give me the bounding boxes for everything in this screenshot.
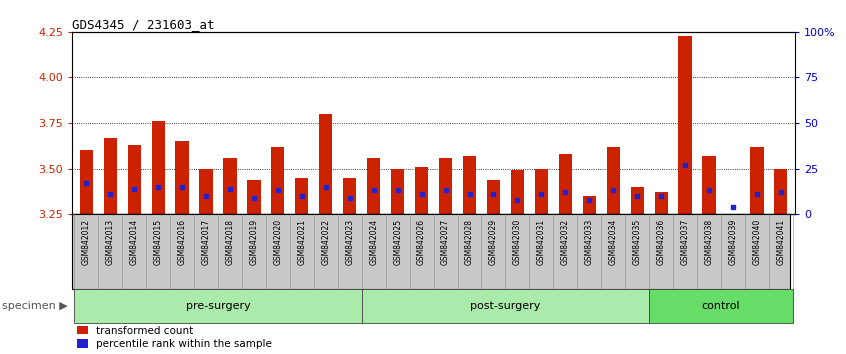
Bar: [649, 289, 793, 323]
Bar: [486, 179, 500, 214]
Text: GSM842027: GSM842027: [441, 219, 450, 265]
Bar: [702, 156, 716, 214]
Bar: [362, 289, 649, 323]
Bar: [295, 178, 309, 214]
Text: GSM842025: GSM842025: [393, 219, 402, 265]
Text: GSM842038: GSM842038: [705, 219, 713, 265]
Text: GSM842016: GSM842016: [178, 219, 187, 265]
Text: GSM842014: GSM842014: [129, 219, 139, 265]
Text: GSM842018: GSM842018: [226, 219, 234, 265]
Text: GSM842030: GSM842030: [513, 219, 522, 265]
Bar: [750, 147, 763, 214]
Bar: [272, 147, 284, 214]
Bar: [104, 138, 117, 214]
Bar: [80, 150, 93, 214]
Text: GSM842023: GSM842023: [345, 219, 354, 265]
Bar: [630, 187, 644, 214]
Bar: [343, 178, 356, 214]
Text: GSM842022: GSM842022: [321, 219, 330, 265]
Bar: [319, 114, 332, 214]
Text: GSM842026: GSM842026: [417, 219, 426, 265]
Bar: [774, 169, 788, 214]
Text: GSM842012: GSM842012: [82, 219, 91, 265]
Text: GSM842028: GSM842028: [465, 219, 474, 265]
Text: post-surgery: post-surgery: [470, 301, 541, 311]
Text: GSM842013: GSM842013: [106, 219, 115, 265]
Bar: [367, 158, 381, 214]
Text: GSM842041: GSM842041: [777, 219, 785, 265]
Text: GSM842017: GSM842017: [201, 219, 211, 265]
Bar: [535, 169, 548, 214]
Text: GSM842015: GSM842015: [154, 219, 162, 265]
Bar: [655, 192, 667, 214]
Bar: [678, 35, 692, 214]
Bar: [391, 169, 404, 214]
Bar: [511, 170, 524, 214]
Text: GSM842032: GSM842032: [561, 219, 570, 265]
Bar: [200, 169, 212, 214]
Text: GSM842039: GSM842039: [728, 219, 738, 265]
Text: GSM842037: GSM842037: [680, 219, 689, 265]
Bar: [463, 156, 476, 214]
Bar: [607, 147, 620, 214]
Text: GSM842040: GSM842040: [752, 219, 761, 265]
Bar: [175, 141, 189, 214]
Bar: [151, 121, 165, 214]
Text: GSM842024: GSM842024: [369, 219, 378, 265]
Bar: [439, 158, 452, 214]
Bar: [223, 158, 237, 214]
Bar: [415, 167, 428, 214]
Bar: [727, 214, 739, 218]
Text: GSM842034: GSM842034: [609, 219, 618, 265]
Bar: [247, 179, 261, 214]
Text: GSM842033: GSM842033: [585, 219, 594, 265]
Text: GSM842019: GSM842019: [250, 219, 258, 265]
Text: GSM842035: GSM842035: [633, 219, 641, 265]
Bar: [128, 145, 140, 214]
Text: specimen ▶: specimen ▶: [2, 301, 68, 311]
Text: GSM842021: GSM842021: [297, 219, 306, 265]
Text: GSM842020: GSM842020: [273, 219, 283, 265]
Text: GSM842029: GSM842029: [489, 219, 498, 265]
Text: GSM842036: GSM842036: [656, 219, 666, 265]
Text: control: control: [701, 301, 740, 311]
Bar: [558, 154, 572, 214]
Text: GSM842031: GSM842031: [537, 219, 546, 265]
Text: pre-surgery: pre-surgery: [185, 301, 250, 311]
Legend: transformed count, percentile rank within the sample: transformed count, percentile rank withi…: [77, 326, 272, 349]
Bar: [74, 289, 362, 323]
Text: GDS4345 / 231603_at: GDS4345 / 231603_at: [72, 18, 214, 31]
Bar: [583, 196, 596, 214]
